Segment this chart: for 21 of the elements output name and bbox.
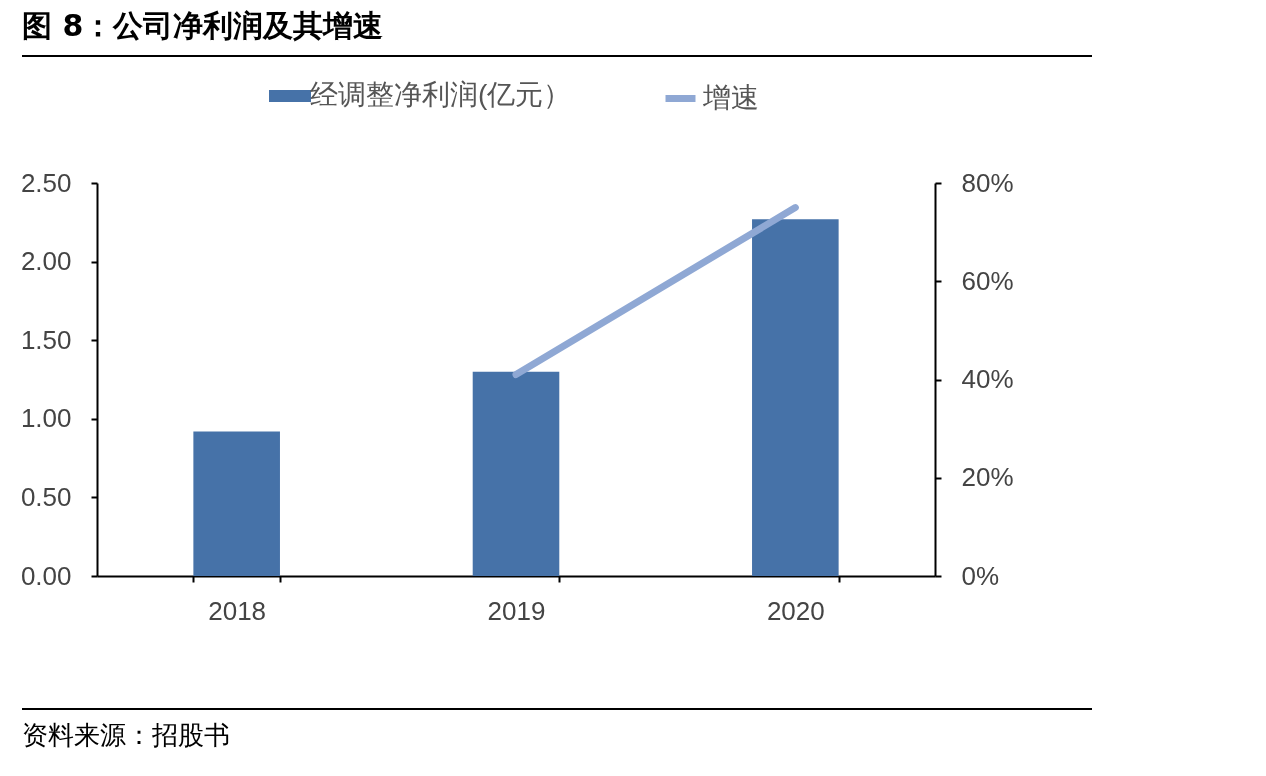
y2-tick-label: 60% <box>961 265 1014 296</box>
x-tick-label: 2020 <box>766 595 825 626</box>
y-tick-label: 2.50 <box>20 167 72 198</box>
legend-label: 经调整净利润(亿元） <box>310 79 572 110</box>
bar <box>472 371 560 576</box>
y2-tick-label: 80% <box>961 167 1014 198</box>
y-tick-label: 0.50 <box>20 481 72 512</box>
x-tick-label: 2018 <box>208 595 267 626</box>
y2-tick-label: 0% <box>961 560 1000 591</box>
bar <box>193 431 280 576</box>
bar <box>752 219 839 576</box>
y-tick-label: 0.00 <box>20 560 72 591</box>
y2-tick-label: 20% <box>961 462 1014 493</box>
y-tick-label: 2.00 <box>20 246 72 277</box>
legend-label: 增速 <box>702 81 759 113</box>
y-tick-label: 1.50 <box>20 324 72 355</box>
y2-tick-label: 40% <box>961 364 1014 394</box>
chart-title: 图 8：公司净利润及其增速 <box>22 6 1092 57</box>
x-tick-label: 2019 <box>487 595 546 626</box>
y-tick-label: 1.00 <box>20 403 72 434</box>
text: 资料来源：招股书 <box>22 708 1092 753</box>
